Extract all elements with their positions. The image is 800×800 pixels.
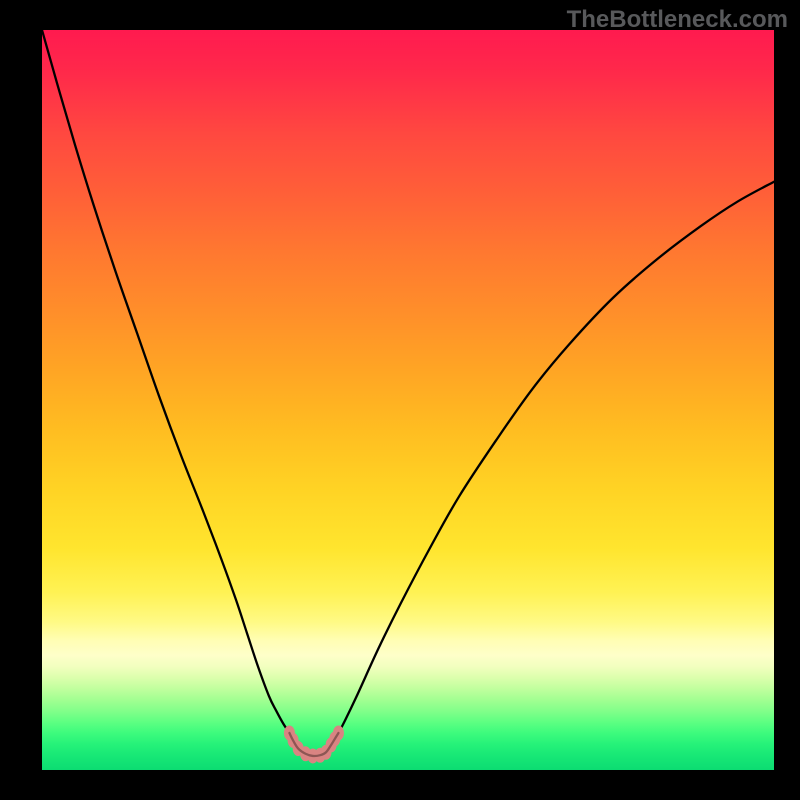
bottleneck-chart (0, 0, 800, 800)
chart-stage: TheBottleneck.com (0, 0, 800, 800)
plot-background-gradient (42, 30, 774, 770)
